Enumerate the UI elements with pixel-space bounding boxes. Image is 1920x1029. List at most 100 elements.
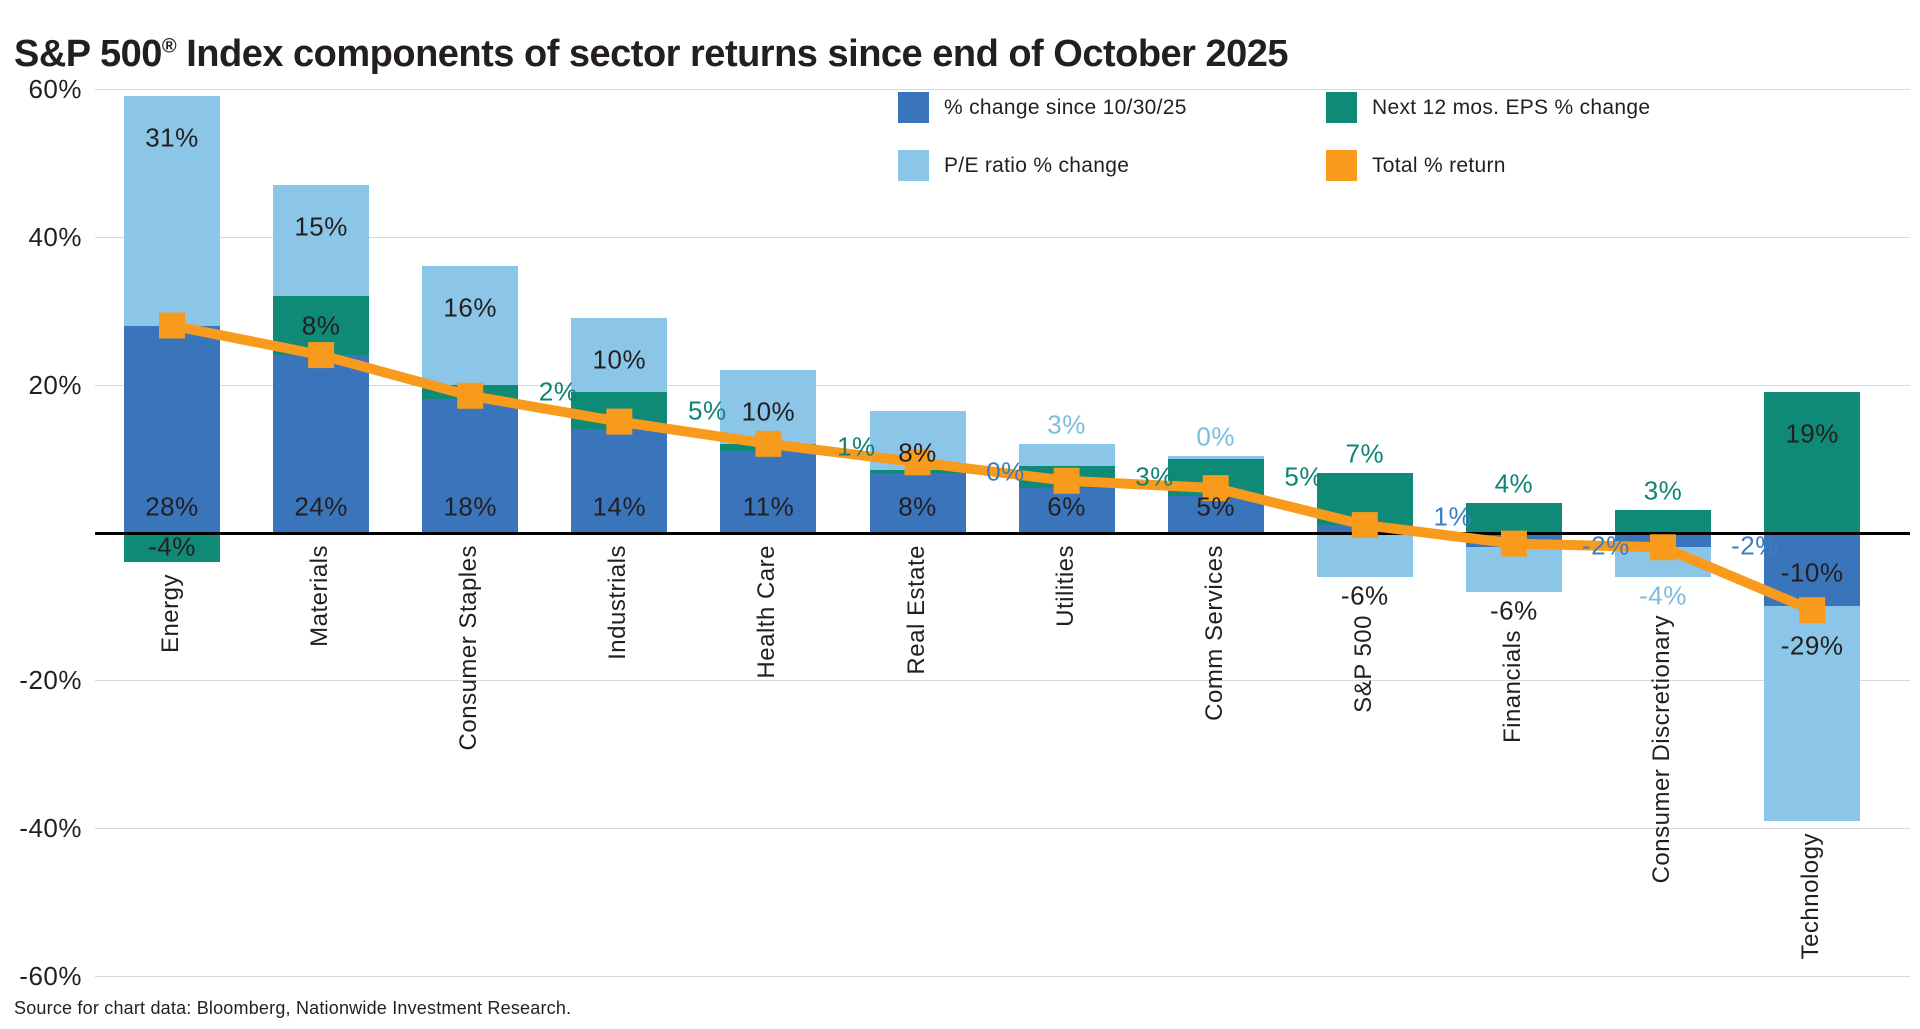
- legend-item-eps-change: Next 12 mos. EPS % change: [1326, 92, 1650, 123]
- value-label-price: 6%: [1047, 491, 1086, 521]
- title-main: S&P 500: [14, 33, 162, 76]
- bar-segment-price: [1167, 495, 1264, 533]
- source-note: Source for chart data: Bloomberg, Nation…: [14, 998, 572, 1018]
- total-return-marker: [1053, 467, 1080, 494]
- gridline--20%: [95, 680, 1910, 682]
- y-tick-label: -60%: [19, 961, 82, 991]
- bar-segment-pe: [571, 318, 668, 393]
- y-tick-label: 20%: [28, 369, 82, 400]
- total-return-marker: [159, 312, 185, 339]
- legend-swatch-eps-change: [1326, 92, 1357, 123]
- value-label-eps: 5%: [1284, 461, 1323, 492]
- bar-segment-eps: [1465, 502, 1562, 533]
- legend-swatch-price-change: [898, 92, 929, 123]
- bar-segment-pe: [1018, 443, 1115, 466]
- total-return-marker: [755, 430, 782, 457]
- value-label-eps: 3%: [1135, 461, 1174, 492]
- value-label-pe: 10%: [741, 396, 796, 427]
- value-label-pe: -4%: [1639, 580, 1687, 611]
- value-label-pe: 0%: [1196, 421, 1235, 452]
- value-label-price: 18%: [443, 491, 497, 521]
- bar-segment-pe: [1316, 532, 1413, 577]
- value-label-pe: 16%: [443, 292, 497, 323]
- bar-segment-pe: [1764, 606, 1861, 821]
- bar-segment-pe: [422, 266, 519, 385]
- bar-segment-price: [1018, 488, 1115, 533]
- value-label-price: -2%: [1582, 530, 1630, 561]
- bar-segment-pe: [1167, 455, 1264, 459]
- legend-label-pe-change: P/E ratio % change: [944, 153, 1130, 177]
- value-label-pe: -6%: [1340, 580, 1389, 611]
- legend-item-price-change: % change since 10/30/25: [898, 92, 1187, 123]
- value-label-eps: -4%: [148, 531, 196, 562]
- gridline-60%: [95, 89, 1910, 90]
- value-label-pe: 8%: [898, 437, 937, 468]
- value-label-eps: 7%: [1345, 438, 1385, 469]
- gridline--40%: [95, 828, 1910, 830]
- value-label-price: 28%: [145, 491, 199, 521]
- value-label-price: 11%: [742, 491, 795, 521]
- value-label-price: -2%: [1731, 530, 1779, 561]
- total-return-marker: [1799, 597, 1826, 624]
- gridline--60%: [95, 976, 1910, 977]
- value-label-price: 5%: [1196, 491, 1235, 521]
- bar-segment-price: [571, 429, 668, 533]
- bar-segment-pe: [273, 185, 370, 296]
- total-return-marker: [904, 449, 931, 476]
- bar-segment-price: [273, 355, 370, 533]
- value-label-price: 24%: [294, 491, 348, 521]
- legend-swatch-total-return: [1326, 150, 1357, 181]
- value-label-eps: 2%: [538, 376, 578, 407]
- legend-label-eps-change: Next 12 mos. EPS % change: [1372, 95, 1651, 119]
- total-return-marker: [1202, 475, 1229, 502]
- value-label-pe: -29%: [1780, 630, 1844, 661]
- value-label-eps: 1%: [837, 431, 876, 462]
- total-return-marker: [1351, 512, 1378, 539]
- legend-swatch-pe-change: [898, 150, 929, 181]
- bar-segment-eps: [1615, 510, 1711, 533]
- legend-item-pe-change: P/E ratio % change: [898, 150, 1129, 181]
- legend-label-price-change: % change since 10/30/25: [944, 95, 1187, 119]
- value-label-eps: 0%: [986, 456, 1025, 487]
- bar-segment-price: [720, 451, 817, 533]
- gridline-20%: [95, 384, 1910, 386]
- bar-segment-price: [422, 399, 519, 533]
- legend-label-total-return: Total % return: [1372, 153, 1506, 177]
- bar-segment-price: [124, 325, 220, 533]
- bar-segment-pe: [124, 96, 220, 326]
- y-tick-label: -20%: [19, 665, 82, 696]
- y-tick-label: 60%: [28, 74, 82, 104]
- value-label-price: 8%: [898, 491, 937, 521]
- value-label-eps: 19%: [1785, 418, 1839, 449]
- bar-segment-eps: [1764, 392, 1861, 533]
- y-tick-label: -40%: [19, 813, 82, 844]
- value-label-pe: 10%: [592, 344, 647, 375]
- gridline-40%: [95, 236, 1910, 238]
- value-label-price: -10%: [1780, 557, 1844, 587]
- value-label-eps: 5%: [688, 395, 727, 426]
- total-return-marker: [1500, 530, 1527, 557]
- value-label-pe: 31%: [145, 122, 199, 153]
- page-title: S&P 500® Index components of sector retu…: [14, 33, 1289, 76]
- value-label-eps: 4%: [1494, 468, 1534, 499]
- bar-segment-eps: [124, 532, 220, 563]
- value-label-price: 1%: [1433, 501, 1473, 531]
- value-label-pe: -6%: [1490, 595, 1538, 626]
- total-return-marker: [457, 382, 484, 409]
- value-label-pe: 3%: [1047, 409, 1086, 440]
- total-return-line: [171, 320, 1815, 615]
- total-return-marker: [606, 408, 633, 435]
- zero-axis-line: [95, 531, 1910, 535]
- title-rest: Index components of sector returns since…: [176, 33, 1289, 76]
- legend-item-total-return: Total % return: [1326, 150, 1506, 181]
- registered-trademark-symbol: ®: [161, 35, 177, 58]
- total-return-marker: [308, 342, 335, 369]
- bar-segment-price: [869, 473, 966, 533]
- total-return-marker: [1650, 534, 1676, 561]
- y-tick-label: 40%: [28, 221, 82, 252]
- value-label-eps: 8%: [301, 310, 341, 341]
- value-label-price: 14%: [592, 491, 647, 521]
- value-label-pe: 15%: [294, 211, 348, 242]
